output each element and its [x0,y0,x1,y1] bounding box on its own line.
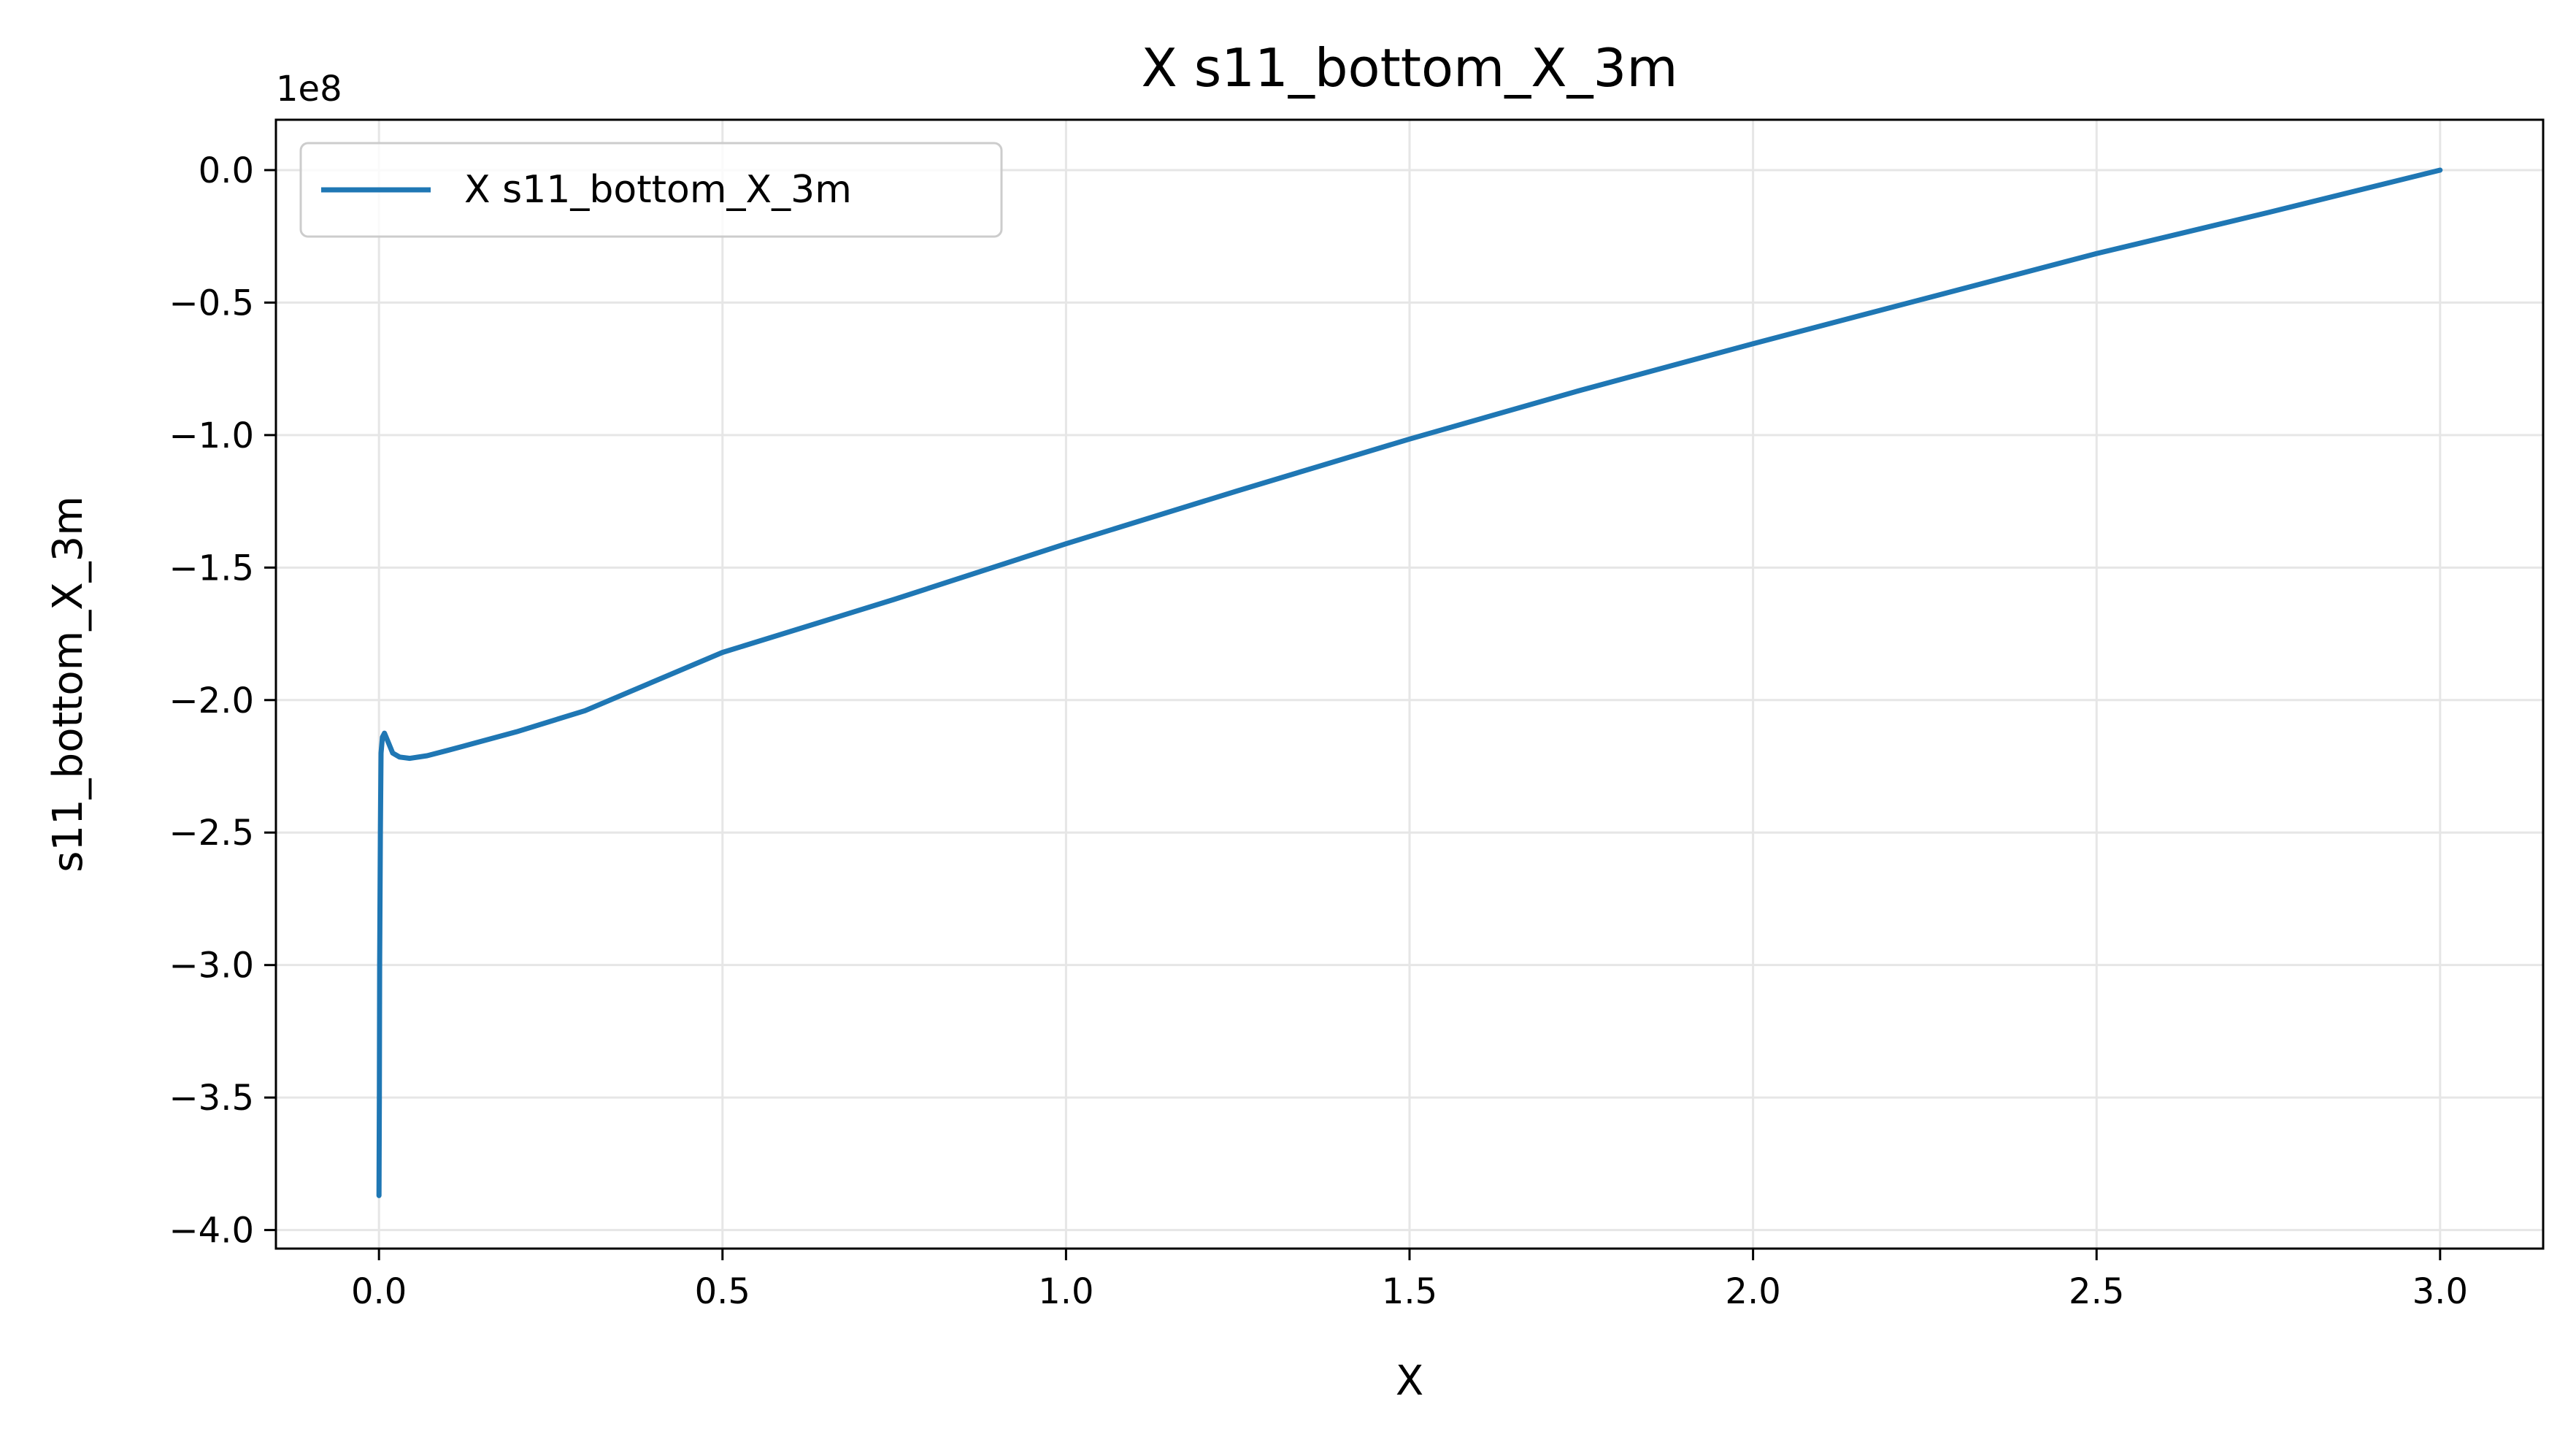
y-tick-label: −4.0 [169,1211,254,1252]
y-tick-label: −1.5 [169,548,254,589]
series-line [376,167,2443,1198]
y-tick-label: 0.0 [199,150,254,191]
series-layer [376,167,2443,1198]
x-tick-label: 1.0 [1038,1271,1093,1312]
y-offset-label: 1e8 [276,69,342,110]
legend-box [299,142,1003,238]
y-axis-label: s11_bottom_X_3m [45,496,92,873]
y-tick-label: −2.5 [169,813,254,854]
x-tick-label: 0.0 [351,1271,407,1312]
chart-title: X s11_bottom_X_3m [1141,37,1677,99]
x-tick-label: 2.0 [1725,1271,1780,1312]
y-tick-label: −3.5 [169,1078,254,1119]
y-tick-label: −1.0 [169,415,254,456]
ticks: 0.0 0.5 1.0 1.5 2.0 2.5 3.0 0.0 −0.5 −1.0 −1.5 −2.0… [169,150,2468,1312]
plot-frame [274,118,2545,1250]
legend-label: X s11_bottom_X_3m [464,168,852,212]
x-tick-label: 2.5 [2069,1271,2124,1312]
y-tick-label: −3.0 [169,946,254,986]
x-tick-label: 0.5 [695,1271,750,1312]
x-tick-label: 1.5 [1382,1271,1437,1312]
y-tick-label: −0.5 [169,283,254,323]
legend: X s11_bottom_X_3m [299,142,1003,238]
y-tick-label: −2.0 [169,681,254,721]
x-tick-label: 3.0 [2412,1271,2468,1312]
x-axis-label: X [1396,1357,1423,1405]
grid [276,120,2543,1249]
